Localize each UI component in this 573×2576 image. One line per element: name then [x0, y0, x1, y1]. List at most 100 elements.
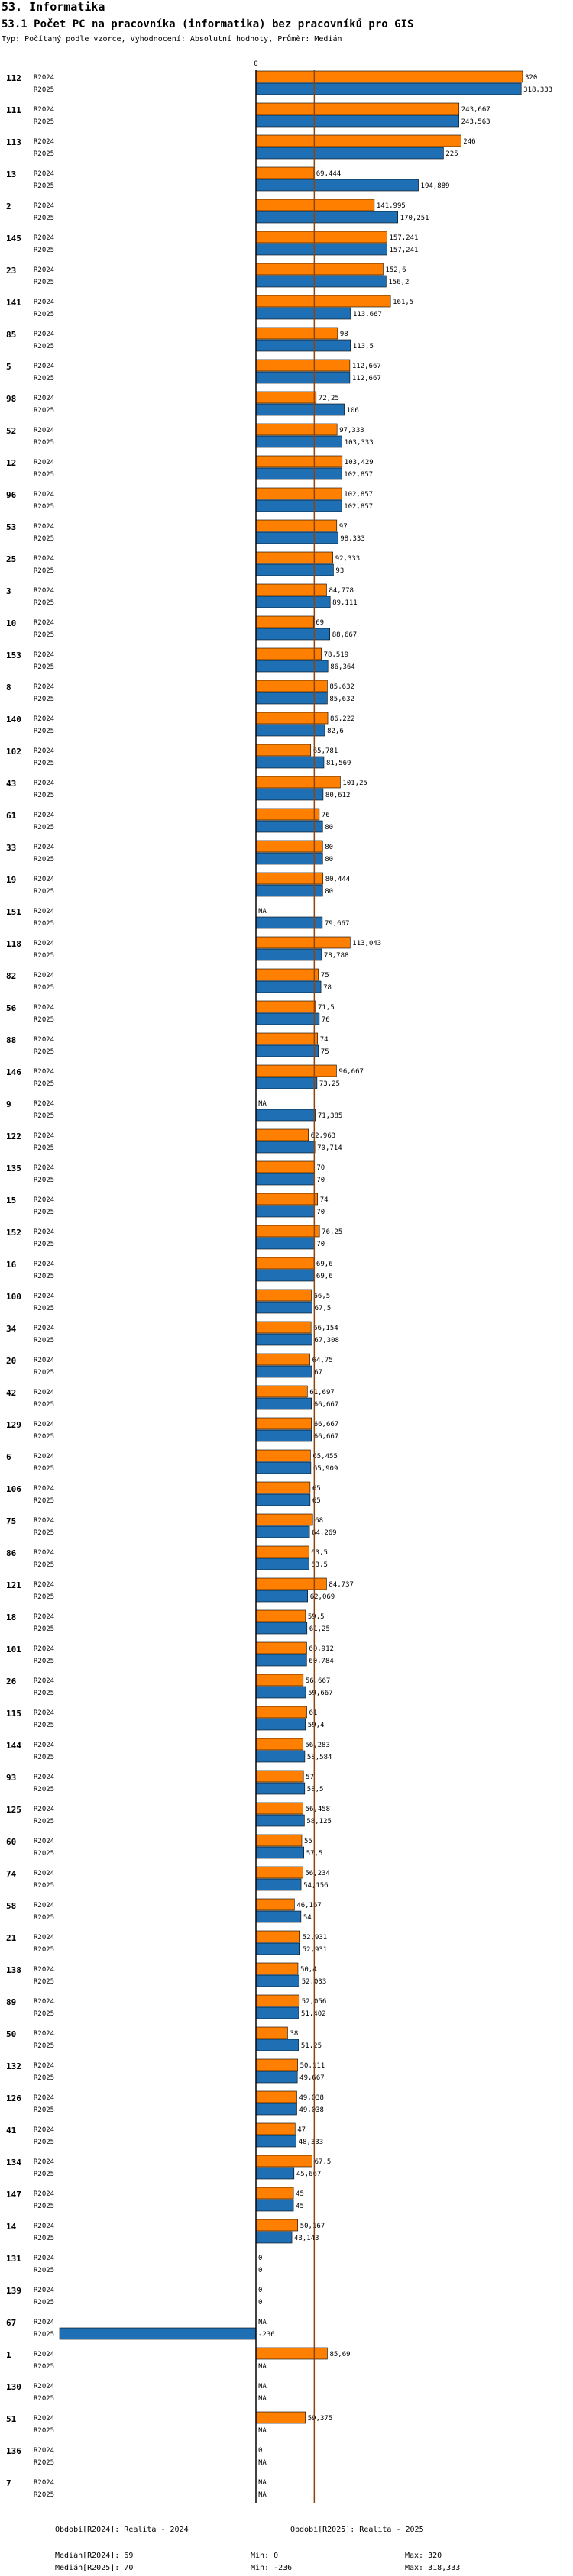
bar-r2025	[255, 1846, 305, 1859]
data-label-r2024: 75	[321, 972, 329, 980]
series-label-r2024: R2024	[34, 1068, 54, 1076]
data-label-r2025: NA	[258, 2491, 267, 2499]
series-label-r2024: R2024	[34, 940, 54, 947]
bar-r2025	[255, 1558, 309, 1570]
bar-r2025	[255, 275, 387, 288]
data-label-r2025: 73,25	[319, 1080, 340, 1088]
data-label-r2025: 113,5	[353, 343, 374, 350]
series-label-r2024: R2024	[34, 844, 54, 851]
bar-r2025	[255, 1718, 306, 1731]
series-label-r2024: R2024	[34, 812, 54, 819]
bar-r2024	[255, 1481, 311, 1494]
data-label-r2025: 225	[445, 150, 458, 158]
series-label-r2024: R2024	[34, 1902, 54, 1909]
bar-r2024	[255, 359, 351, 372]
category-label: 19	[6, 875, 16, 885]
series-label-r2025: R2025	[34, 535, 54, 543]
bar-r2025	[255, 1942, 301, 1955]
bar-r2025	[255, 147, 444, 160]
bar-r2024	[255, 1128, 309, 1141]
category-label: 132	[6, 2061, 21, 2071]
series-label-r2025: R2025	[34, 1112, 54, 1120]
axis-zero-label: 0	[254, 60, 257, 68]
data-label-r2024: 65,781	[313, 747, 338, 755]
data-label-r2024: 67,5	[315, 2158, 332, 2166]
bar-r2024	[255, 1834, 303, 1847]
data-label-r2025: 194,889	[421, 182, 450, 190]
bar-r2024	[255, 615, 314, 628]
footer-median-2025: Medián[R2025]: 70	[55, 2564, 134, 2572]
data-label-r2024: 50,111	[300, 2062, 325, 2070]
data-label-r2025: 80	[325, 824, 333, 831]
series-label-r2024: R2024	[34, 2158, 54, 2166]
category-label: 23	[6, 266, 16, 276]
bar-r2024	[255, 1193, 319, 1206]
bar-r2025	[255, 2135, 297, 2148]
category-label: 42	[6, 1388, 16, 1398]
bar-r2025	[255, 339, 351, 352]
bar-r2025	[255, 1590, 308, 1603]
bar-r2025	[255, 403, 345, 416]
bar-r2024	[255, 2026, 288, 2039]
bar-r2025	[255, 2199, 294, 2212]
bar-r2024	[255, 1577, 327, 1590]
data-label-r2025: -236	[258, 2331, 275, 2339]
data-label-r2024: 65,455	[312, 1453, 338, 1461]
data-label-r2024: NA	[258, 2383, 267, 2390]
data-label-r2025: 59,667	[308, 1690, 333, 1697]
data-label-r2024: 85,69	[329, 2351, 350, 2358]
data-label-r2024: 97	[339, 523, 348, 531]
category-label: 113	[6, 137, 21, 147]
bar-r2024	[255, 808, 320, 821]
series-label-r2024: R2024	[34, 2351, 54, 2358]
series-label-r2024: R2024	[34, 299, 54, 306]
category-label: 138	[6, 1965, 21, 1975]
bar-r2024	[255, 1738, 303, 1751]
series-label-r2024: R2024	[34, 1709, 54, 1717]
series-label-r2024: R2024	[34, 331, 54, 338]
series-label-r2025: R2025	[34, 311, 54, 318]
bar-r2025	[255, 820, 323, 833]
bar-r2024	[255, 70, 523, 83]
category-label: 20	[6, 1356, 16, 1366]
category-label: 56	[6, 1003, 17, 1013]
bar-r2024	[255, 231, 387, 244]
bar-r2025	[255, 2167, 295, 2180]
data-label-r2025: 70	[316, 1209, 325, 1216]
series-label-r2024: R2024	[34, 1036, 54, 1044]
series-label-r2024: R2024	[34, 1549, 54, 1557]
data-label-r2024: 103,429	[345, 459, 374, 466]
data-label-r2025: 102,857	[344, 503, 373, 511]
bar-r2025	[255, 115, 459, 128]
series-label-r2024: R2024	[34, 2030, 54, 2038]
series-label-r2024: R2024	[34, 1132, 54, 1140]
bar-r2024	[255, 1898, 295, 1911]
bar-r2024	[255, 1866, 303, 1879]
data-label-r2024: 98	[340, 331, 348, 338]
series-label-r2024: R2024	[34, 715, 54, 723]
bar-r2024	[255, 712, 329, 725]
data-label-r2025: 80	[325, 856, 333, 864]
data-label-r2024: 65	[312, 1485, 321, 1493]
bar-r2024	[255, 776, 341, 789]
category-label: 88	[6, 1035, 16, 1045]
section-title: 53. Informatika	[2, 0, 105, 14]
bar-r2025	[255, 1269, 315, 1282]
series-label-r2024: R2024	[34, 2223, 54, 2230]
bar-r2025	[255, 884, 323, 897]
series-label-r2024: R2024	[34, 1998, 54, 2006]
data-label-r2025: 49,038	[299, 2106, 324, 2114]
data-label-r2025: 85,632	[329, 696, 354, 703]
data-label-r2024: 84,778	[329, 587, 354, 595]
series-label-r2025: R2025	[34, 1080, 54, 1088]
bar-r2025	[255, 371, 351, 384]
bar-r2025	[255, 467, 342, 480]
data-label-r2024: 113,043	[352, 940, 381, 947]
data-label-r2024: 56,458	[306, 1806, 331, 1813]
series-label-r2024: R2024	[34, 395, 54, 402]
data-label-r2025: 54	[303, 1914, 312, 1922]
data-label-r2024: 80	[325, 844, 333, 851]
data-label-r2024: 101,25	[342, 780, 367, 787]
category-label: 52	[6, 426, 16, 436]
data-label-r2025: 156,2	[388, 279, 409, 286]
